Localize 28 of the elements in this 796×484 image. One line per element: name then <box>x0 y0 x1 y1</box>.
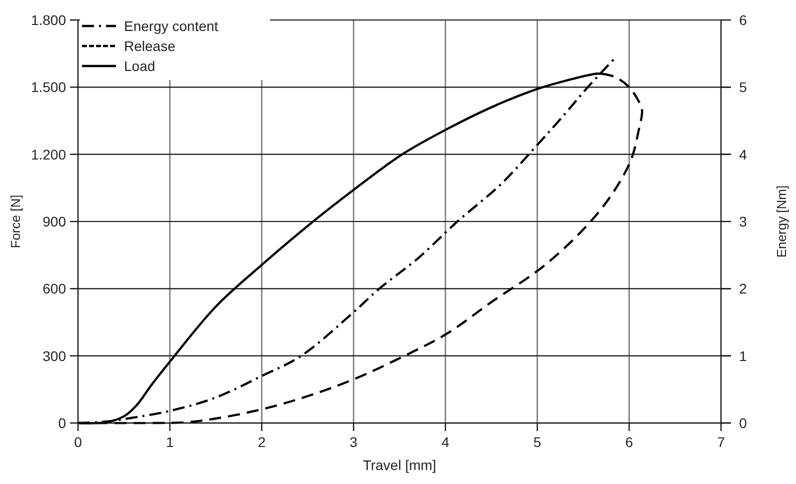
legend-label: Load <box>124 58 156 74</box>
x-tick-label: 3 <box>350 434 358 450</box>
x-tick-label: 7 <box>717 434 726 450</box>
y-tick-label: 1.500 <box>30 79 66 96</box>
y2-tick-label: 0 <box>739 415 748 431</box>
y-tick-label: 900 <box>42 214 66 230</box>
legend-label: Release <box>124 38 176 54</box>
x-axis-title: Travel [mm] <box>362 457 436 473</box>
y-tick-label: 300 <box>42 348 66 364</box>
x-tick-label: 4 <box>442 434 450 450</box>
y2-tick-label: 2 <box>739 280 748 297</box>
y-tick-label: 0 <box>58 415 66 431</box>
y2-tick-label: 4 <box>739 146 748 162</box>
y-axis-title: Force [N] <box>8 194 23 248</box>
legend-label: Energy content <box>124 18 218 34</box>
y-tick-label: 1.200 <box>30 146 66 162</box>
y2-tick-label: 3 <box>739 214 748 230</box>
x-tick-label: 5 <box>533 434 542 450</box>
y2-tick-label: 5 <box>739 79 748 96</box>
x-tick-label: 1 <box>166 434 174 450</box>
y-tick-label: 1.800 <box>30 12 66 28</box>
x-tick-label: 6 <box>625 434 634 450</box>
x-tick-label: 0 <box>74 434 82 450</box>
y-tick-label: 600 <box>42 280 66 297</box>
x-tick-label: 2 <box>258 434 266 450</box>
y2-tick-label: 6 <box>739 12 748 28</box>
y2-tick-label: 1 <box>739 348 748 364</box>
y2-axis-title: Energy [Nm] <box>774 185 789 258</box>
